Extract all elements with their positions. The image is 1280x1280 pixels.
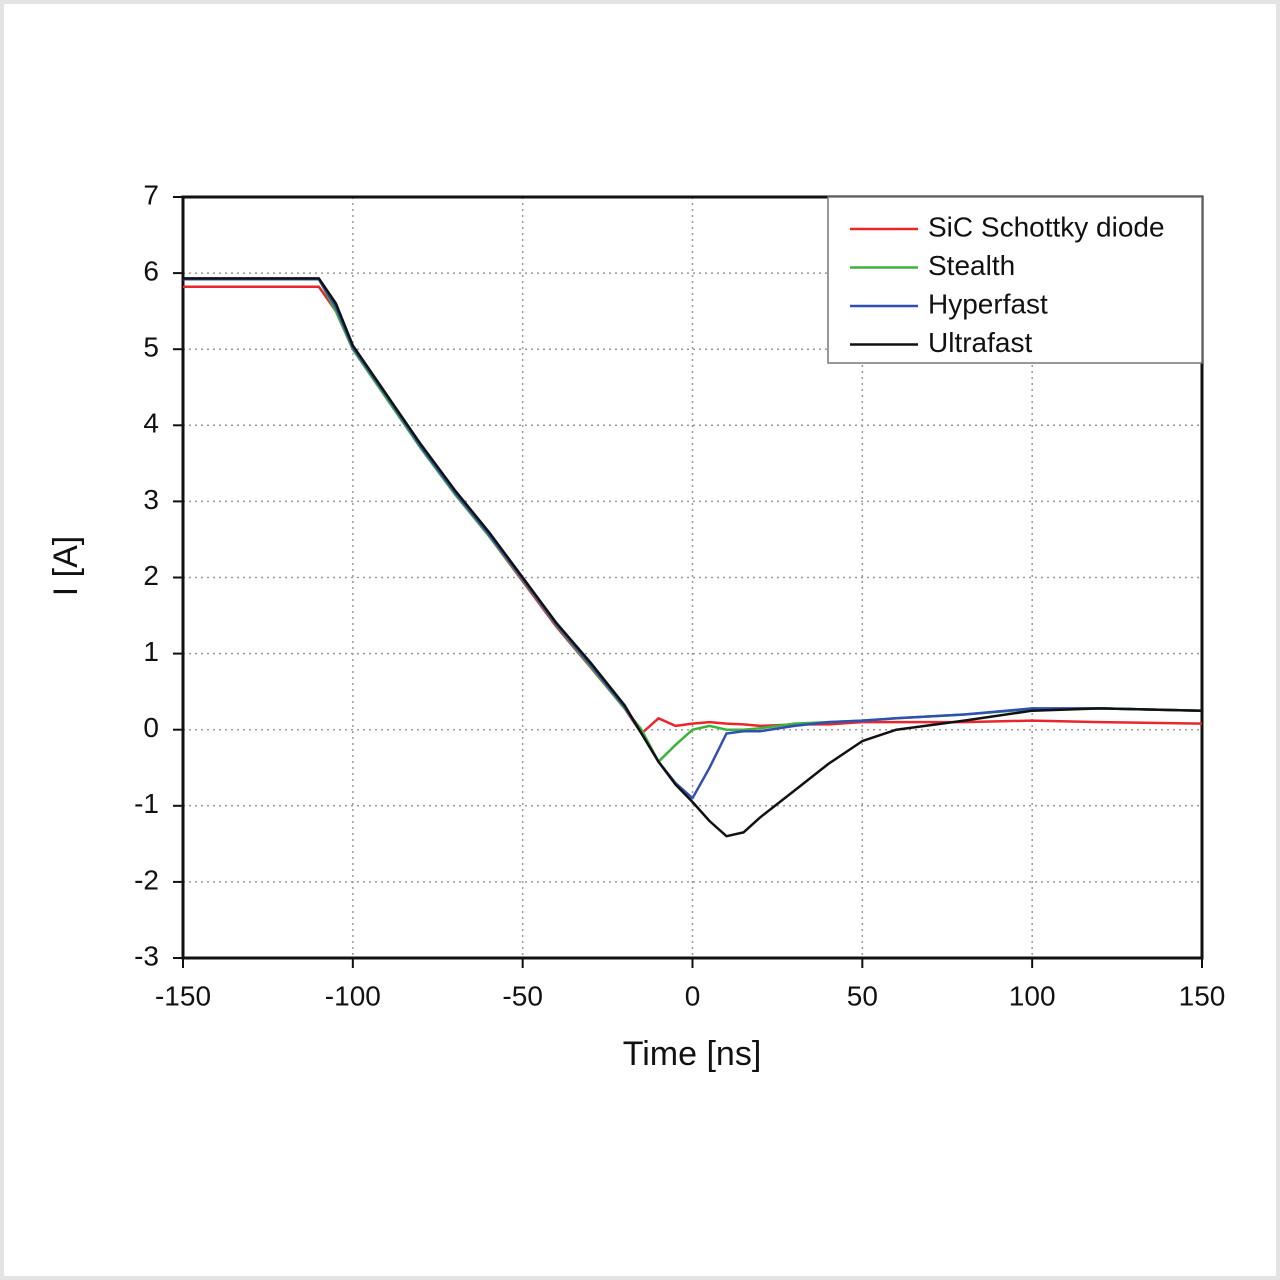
y-tick-label: -1 — [134, 788, 159, 819]
legend-label: Hyperfast — [928, 288, 1048, 319]
x-tick-label: 150 — [1179, 980, 1226, 1011]
y-tick-label: 2 — [143, 560, 159, 591]
x-tick-label: 0 — [685, 980, 701, 1011]
y-tick-label: -3 — [134, 940, 159, 971]
y-tick-label: 5 — [143, 332, 159, 363]
y-tick-label: -2 — [134, 864, 159, 895]
y-axis-label: I [A] — [47, 536, 85, 596]
y-tick-label: 7 — [143, 179, 159, 210]
y-tick-label: 1 — [143, 636, 159, 667]
x-tick-label: 50 — [847, 980, 878, 1011]
x-tick-label: -150 — [155, 980, 211, 1011]
x-tick-label: -100 — [325, 980, 381, 1011]
y-tick-label: 4 — [143, 408, 159, 439]
legend-label: Ultrafast — [928, 327, 1032, 358]
y-tick-label: 3 — [143, 484, 159, 515]
x-tick-label: 100 — [1009, 980, 1056, 1011]
x-axis-label: Time [ns] — [623, 1035, 762, 1073]
y-tick-label: 0 — [143, 712, 159, 743]
legend-box — [827, 196, 1203, 364]
plot-frame — [181, 195, 1204, 960]
legend-label: Stealth — [928, 250, 1015, 281]
y-tick-label: 6 — [143, 255, 159, 286]
legend-label: SiC Schottky diode — [928, 211, 1165, 242]
x-tick-label: -50 — [502, 980, 542, 1011]
series-line — [183, 277, 1203, 838]
